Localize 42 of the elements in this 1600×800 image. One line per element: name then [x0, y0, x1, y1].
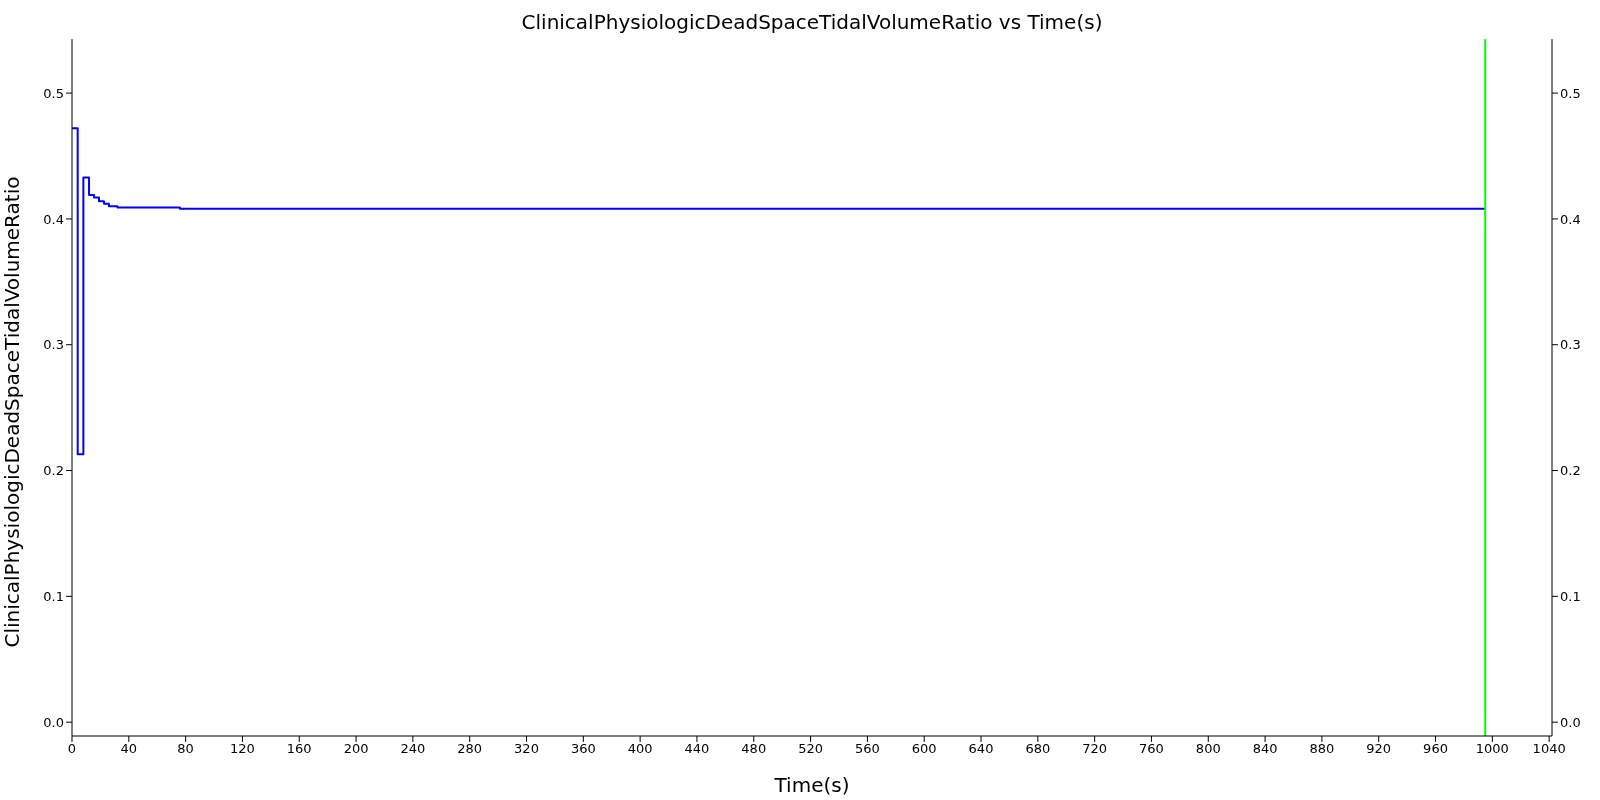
x-tick-label: 360	[570, 741, 596, 757]
y2-tick-label: 0.1	[1560, 588, 1581, 604]
x-tick-label: 400	[627, 741, 653, 757]
y-tick-label: 0.4	[43, 211, 64, 227]
x-tick-label: 80	[177, 741, 194, 757]
x-tick-label: 440	[684, 741, 710, 757]
x-tick-label: 520	[798, 741, 823, 757]
x-tick-label: 960	[1423, 741, 1448, 757]
x-tick-label: 240	[400, 741, 426, 757]
x-tick-label: 200	[343, 741, 369, 757]
x-tick-label: 320	[514, 741, 539, 757]
y2-tick-label: 0.3	[1560, 337, 1581, 353]
y2-tick-label: 0.5	[1560, 85, 1581, 101]
y-tick-label: 0.1	[43, 588, 64, 604]
chart-title: ClinicalPhysiologicDeadSpaceTidalVolumeRatio vs Time(s)	[520, 10, 1104, 34]
x-tick-label: 880	[1309, 741, 1335, 757]
y-tick-label: 0.5	[43, 85, 64, 101]
x-tick-label: 1040	[1532, 741, 1566, 757]
y2-tick-label: 0.0	[1560, 714, 1581, 730]
x-tick-label: 560	[854, 741, 880, 757]
x-tick-label: 600	[911, 741, 937, 757]
y-tick-label: 0.3	[43, 337, 64, 353]
y-axis-title: ClinicalPhysiologicDeadSpaceTidalVolumeRatio	[0, 176, 25, 648]
x-tick-label: 40	[120, 741, 138, 757]
x-tick-label: 160	[286, 741, 312, 757]
x-tick-label: 920	[1366, 741, 1392, 757]
y2-tick-label: 0.4	[1560, 211, 1581, 227]
y2-tick-label: 0.2	[1560, 463, 1581, 479]
x-tick-label: 760	[1139, 741, 1164, 757]
x-tick-label: 680	[1025, 741, 1051, 757]
x-tick-label: 280	[457, 741, 483, 757]
x-tick-label: 1000	[1475, 741, 1509, 757]
x-tick-label: 120	[230, 741, 255, 757]
x-tick-label: 720	[1082, 741, 1108, 757]
x-tick-label: 640	[968, 741, 994, 757]
y-tick-label: 0.0	[43, 714, 64, 730]
y-tick-label: 0.2	[43, 463, 64, 479]
x-tick-label: 480	[741, 741, 767, 757]
x-axis-title: Time(s)	[773, 773, 850, 797]
x-tick-label: 0	[67, 741, 77, 757]
x-tick-label: 800	[1195, 741, 1221, 757]
x-tick-label: 840	[1252, 741, 1278, 757]
